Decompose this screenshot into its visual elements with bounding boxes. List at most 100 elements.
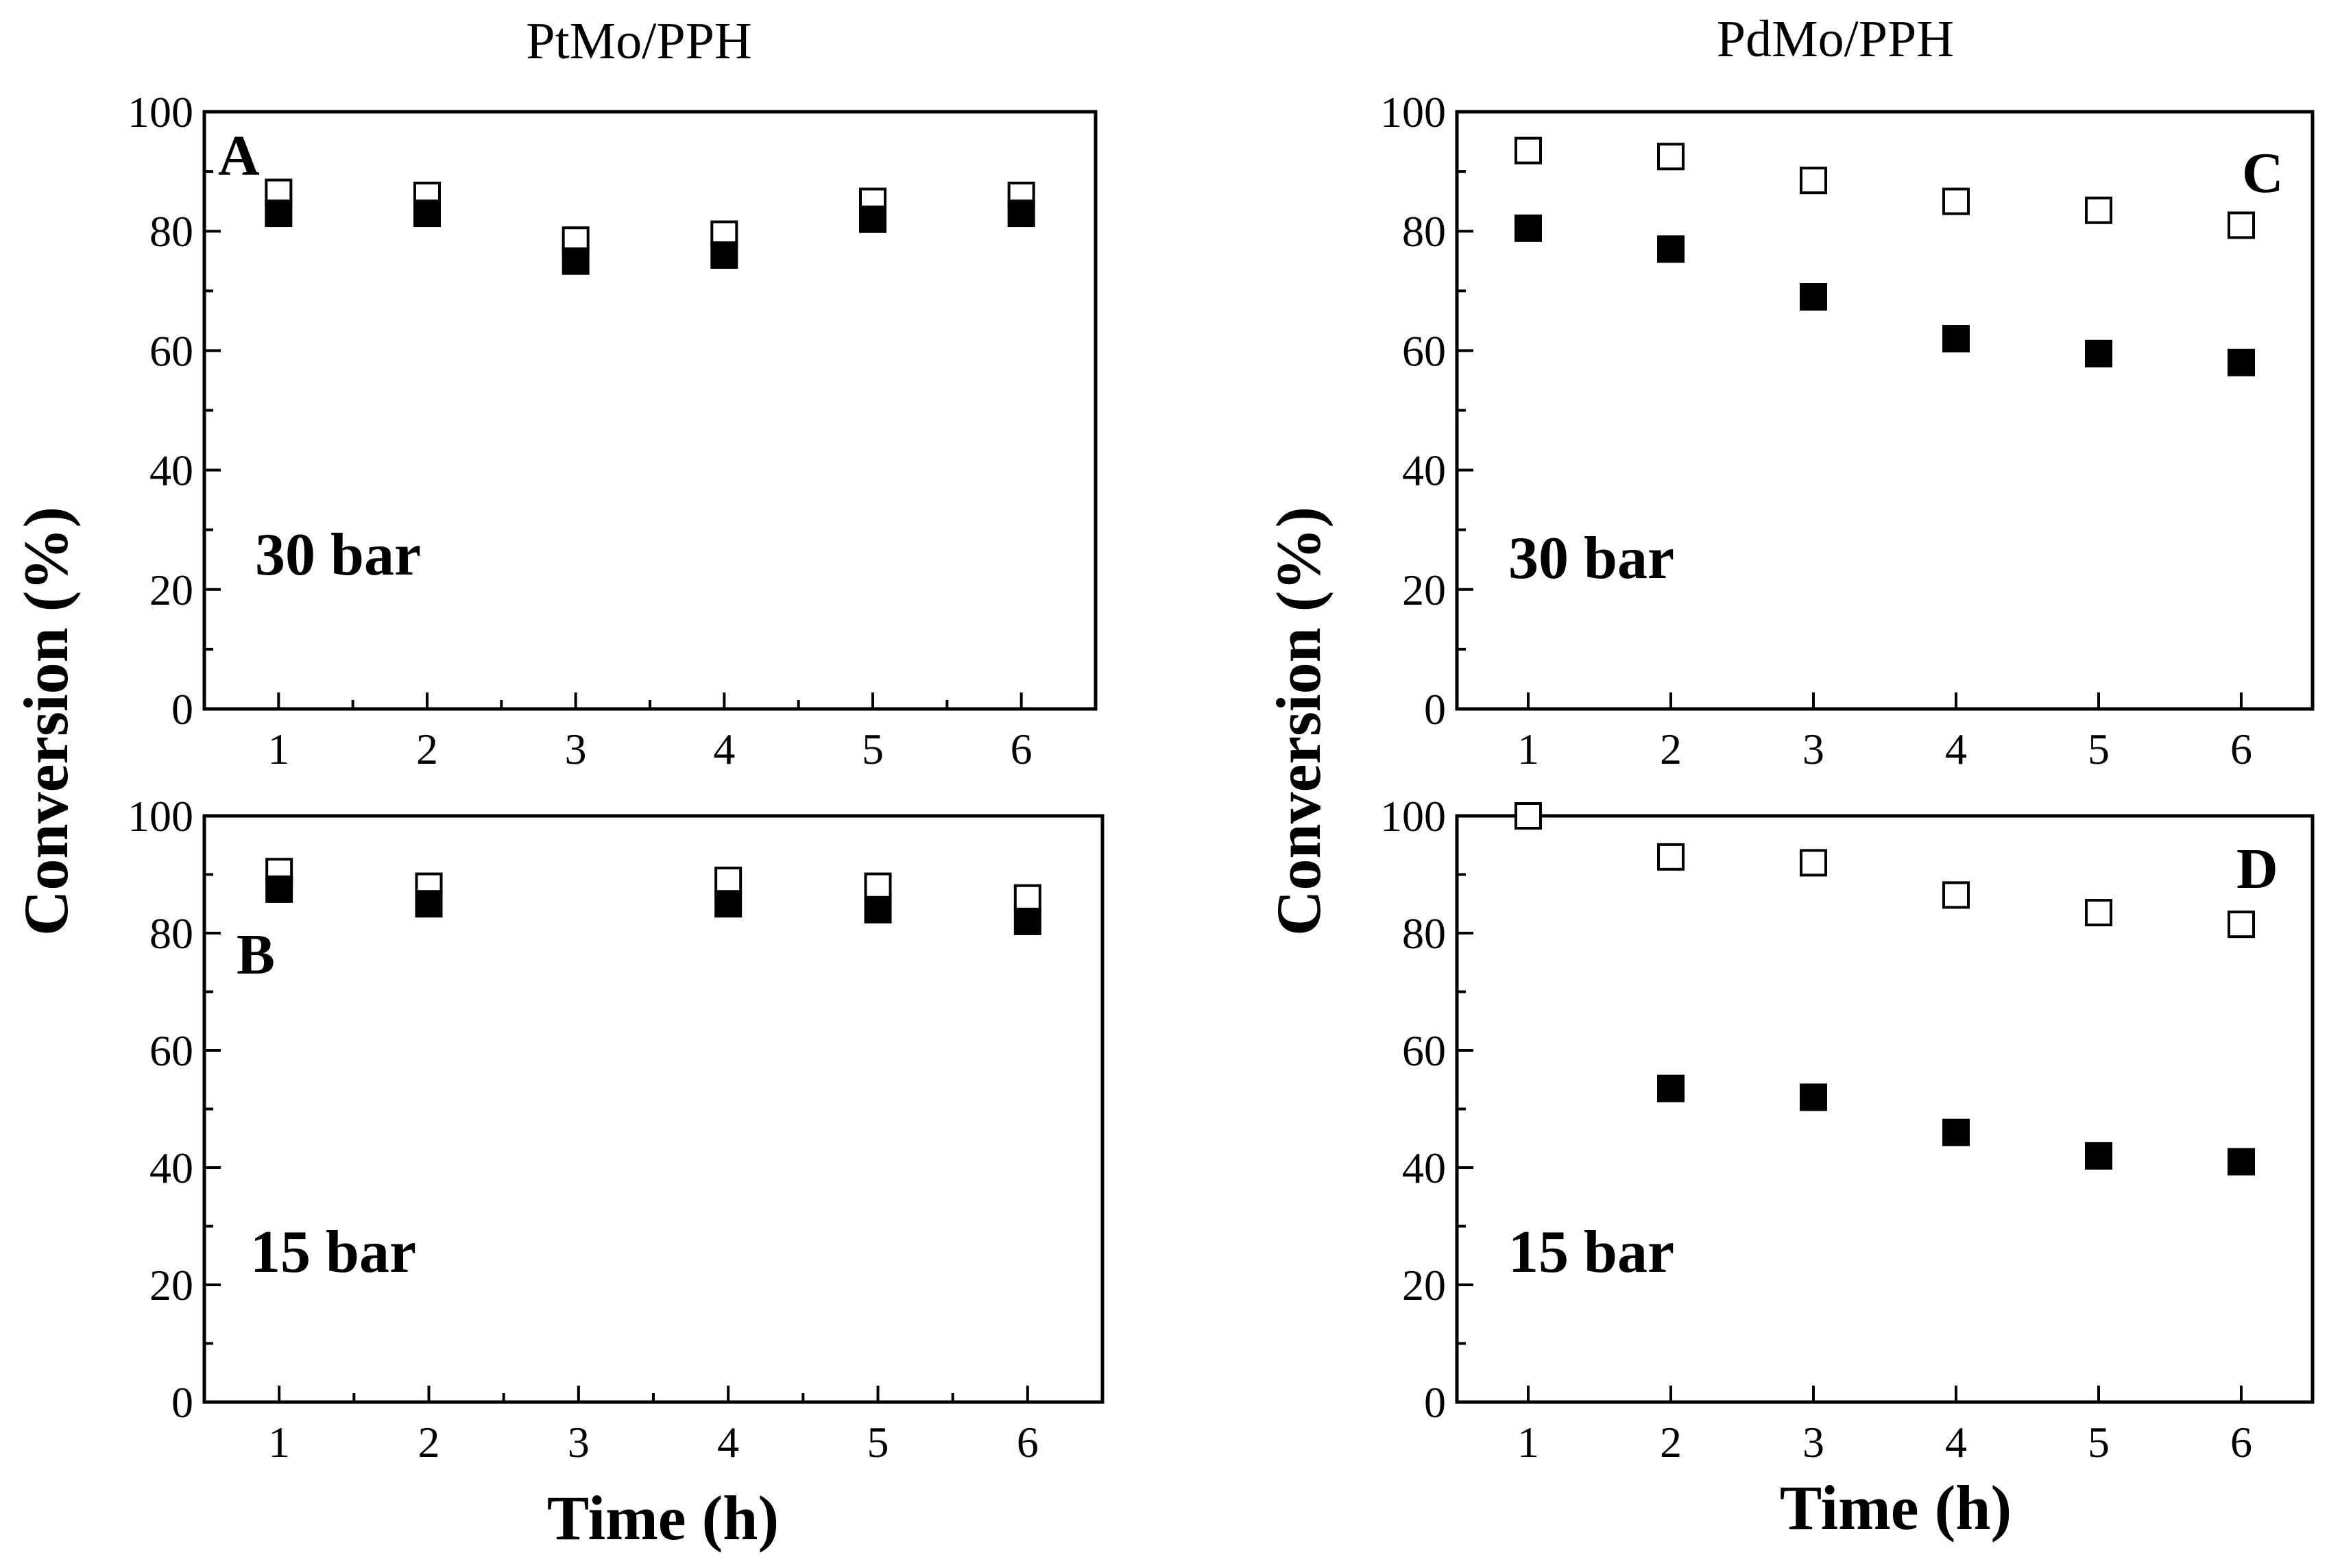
panel-b-points [265, 858, 1041, 935]
panel-d-xtick-label: 1 [1517, 1418, 1539, 1467]
panel-d-ytick-label: 40 [1402, 1144, 1446, 1192]
panel-b-filled-point [415, 890, 443, 918]
panel-d-xtick-label: 3 [1802, 1418, 1824, 1467]
panel-d-ytick-label: 20 [1402, 1261, 1446, 1310]
panel-b: 0 20 40 60 80 100 1 2 3 4 5 6 B 15 bar [128, 792, 1105, 1467]
panel-c-xtick-label: 2 [1660, 725, 1682, 773]
panel-c-open-point [1800, 167, 1827, 195]
panel-d-filled-point [1800, 1083, 1827, 1111]
panel-a-ytick-label: 60 [149, 326, 193, 375]
panel-c-filled-point [1657, 235, 1685, 263]
panel-d-xtick-label: 2 [1660, 1418, 1682, 1467]
panel-a-filled-point [562, 247, 590, 275]
panel-c-filled-point [1515, 214, 1542, 242]
panel-a-filled-point [859, 205, 886, 233]
panel-a-xtick-label: 1 [267, 725, 289, 773]
panel-d-ytick-label: 80 [1402, 909, 1446, 958]
panel-c-open-point [1657, 143, 1685, 171]
right-x-axis-label: Time (h) [1780, 1473, 2012, 1543]
panel-b-xtick-label: 1 [268, 1418, 290, 1467]
panel-d-xtick-label: 4 [1945, 1418, 1967, 1467]
panel-b-ytick-label: 80 [149, 909, 193, 958]
right-y-axis-label: Conversion (%) [1264, 507, 1334, 936]
panel-a-ticks: 0 20 40 60 80 100 1 2 3 4 5 6 [128, 88, 1033, 773]
panel-c-filled-point [1942, 324, 1970, 352]
panel-d-ytick-label: 60 [1402, 1026, 1446, 1075]
panel-c-ytick-label: 0 [1424, 685, 1446, 734]
panel-a-ytick-label: 0 [171, 685, 193, 734]
panel-c-ytick-label: 60 [1402, 326, 1446, 375]
panel-b-ticks: 0 20 40 60 80 100 1 2 3 4 5 6 [128, 792, 1039, 1467]
panel-d-xtick-label: 5 [2088, 1418, 2110, 1467]
panel-d-pressure-label: 15 bar [1508, 1219, 1674, 1286]
panel-b-xtick-label: 6 [1017, 1418, 1039, 1467]
panel-a-filled-point [710, 241, 738, 269]
panel-d-ytick-label: 0 [1424, 1378, 1446, 1427]
panel-c-filled-point [1800, 283, 1827, 311]
panel-b-letter: B [237, 923, 275, 987]
panel-c-open-point [1515, 136, 1542, 165]
panel-d-open-point [1515, 802, 1542, 830]
panel-a-filled-point [1007, 200, 1035, 228]
panel-b-ytick-label: 100 [128, 792, 193, 841]
panel-b-open-point [1013, 884, 1041, 912]
right-column-title: PdMo/PPH [1717, 10, 1954, 68]
panel-c-open-point [2085, 196, 2112, 224]
panel-c-ticks: 0 20 40 60 80 100 1 2 3 4 5 6 [1380, 88, 2252, 773]
panel-c-xtick-label: 6 [2230, 725, 2252, 773]
panel-c-xtick-label: 5 [2088, 725, 2110, 773]
panel-b-pressure-label: 15 bar [250, 1219, 416, 1286]
panel-d-open-point [1657, 843, 1685, 871]
panel-a-ytick-label: 80 [149, 207, 193, 256]
panel-c-pressure-label: 30 bar [1508, 525, 1674, 592]
panel-a-filled-point [265, 200, 293, 228]
panel-d-open-point [2228, 910, 2255, 939]
panel-a-frame [202, 110, 1098, 711]
panel-a-ytick-label: 40 [149, 446, 193, 495]
panel-b-open-point [864, 872, 892, 900]
panel-a-xtick-label: 5 [862, 725, 884, 773]
panel-c-points [1515, 136, 2255, 376]
panel-b-ytick-label: 60 [149, 1026, 193, 1075]
panel-c-ytick-label: 40 [1402, 446, 1446, 495]
panel-a-xtick-label: 4 [713, 725, 735, 773]
panel-b-xtick-label: 4 [717, 1418, 739, 1467]
panel-a-filled-point [413, 200, 441, 228]
panel-d-open-point [2085, 899, 2112, 927]
left-x-axis-label: Time (h) [547, 1483, 779, 1553]
panel-b-ytick-label: 0 [171, 1378, 193, 1427]
panel-b-filled-point [1013, 907, 1041, 935]
panel-d-points [1515, 802, 2255, 1176]
panel-c-open-point [1942, 187, 1970, 215]
panel-b-xtick-label: 3 [568, 1418, 590, 1467]
panel-d: 0 20 40 60 80 100 1 2 3 4 5 6 D 15 bar [1380, 792, 2315, 1467]
panel-a-pressure-label: 30 bar [255, 522, 421, 588]
panel-d-ytick-label: 100 [1380, 792, 1446, 841]
panel-c-ytick-label: 80 [1402, 207, 1446, 256]
panel-a-ytick-label: 100 [128, 88, 193, 136]
panel-c-xtick-label: 1 [1517, 725, 1539, 773]
panel-c-filled-point [2228, 348, 2255, 376]
panel-b-open-point [714, 867, 743, 895]
panel-a-points [265, 178, 1035, 275]
panel-a-xtick-label: 2 [416, 725, 438, 773]
panel-d-filled-point [2228, 1148, 2255, 1176]
panel-c-frame [1455, 110, 2315, 711]
panel-b-ytick-label: 20 [149, 1261, 193, 1310]
panel-b-xtick-label: 2 [418, 1418, 440, 1467]
panel-d-letter: D [2236, 837, 2278, 901]
left-column-title: PtMo/PPH [526, 12, 752, 70]
panel-c: 0 20 40 60 80 100 1 2 3 4 5 6 C 30 bar [1380, 88, 2315, 773]
panel-c-filled-point [2085, 339, 2112, 367]
panel-a-xtick-label: 6 [1011, 725, 1033, 773]
panel-d-xtick-label: 6 [2230, 1418, 2252, 1467]
panel-b-filled-point [714, 890, 743, 918]
panel-b-ytick-label: 40 [149, 1144, 193, 1192]
panel-a-letter: A [218, 124, 260, 188]
panel-a-ytick-label: 20 [149, 566, 193, 614]
panel-c-xtick-label: 3 [1802, 725, 1824, 773]
panel-a-xtick-label: 3 [565, 725, 587, 773]
panel-d-open-point [1942, 881, 1970, 909]
left-y-axis-label: Conversion (%) [11, 507, 81, 936]
